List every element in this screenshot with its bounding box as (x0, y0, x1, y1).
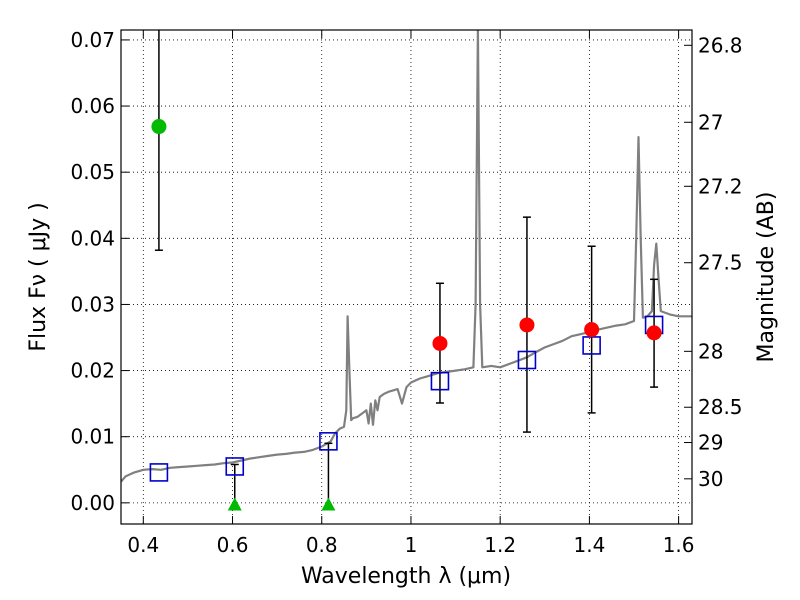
model-point (319, 432, 338, 451)
y-tick-label: 0.05 (70, 160, 115, 184)
y2-tick-label: 29 (698, 431, 723, 455)
detection-point (519, 317, 535, 333)
x-tick-labels: 0.4 0.6 0.8 1 1.2 1.4 1.6 (127, 533, 694, 557)
plot-frame (120, 29, 693, 525)
spectrum-layer (121, 30, 692, 483)
y2-tick-label: 27.5 (698, 251, 743, 275)
y2-tick-label: 28.5 (698, 395, 743, 419)
y-tick-label: 0.00 (70, 491, 115, 515)
y2-tick-labels: 26.8 27 27.2 27.5 28 28.5 29 30 (698, 33, 743, 491)
x-tick-label: 0.8 (306, 533, 338, 557)
x-tick-label: 1.6 (663, 533, 695, 557)
y-tick-label: 0.04 (70, 226, 115, 250)
y2-tick-label: 27.2 (698, 174, 743, 198)
x-tick-label: 1 (405, 533, 418, 557)
y-tick-label: 0.07 (70, 28, 115, 52)
y-tick-label: 0.03 (70, 292, 115, 316)
x-axis-label: Wavelength λ (μm) (301, 564, 511, 589)
upper-limit-point (321, 497, 336, 511)
x-tick-label: 0.4 (127, 533, 159, 557)
x-tick-label: 1.4 (573, 533, 605, 557)
y2-axis-label: Magnitude (AB) (754, 192, 779, 363)
x-tick-label: 1.2 (484, 533, 516, 557)
optical-point (151, 119, 167, 135)
detection-point (432, 335, 448, 351)
model-point (517, 350, 537, 370)
detection-point (584, 322, 600, 338)
y-tick-label: 0.01 (70, 425, 115, 449)
y2-tick-label: 30 (698, 467, 723, 491)
model-point (149, 463, 169, 482)
y-tick-label: 0.02 (70, 359, 115, 383)
y-tick-label: 0.06 (70, 94, 115, 118)
upper-limit-point (227, 497, 242, 511)
model-point (430, 371, 450, 391)
y2-tick-label: 28 (698, 339, 723, 363)
y-axis-label: Flux Fν ( μJy ) (26, 202, 51, 351)
detection-point (646, 325, 662, 341)
axis-ticks (121, 30, 692, 524)
spectrum-line (121, 30, 692, 483)
measured-points-layer (151, 119, 662, 511)
x-tick-label: 0.6 (217, 533, 249, 557)
y-tick-labels: 0.00 0.01 0.02 0.03 0.04 0.05 0.06 0.07 (70, 28, 115, 515)
y2-tick-label: 27 (698, 110, 723, 134)
model-point (225, 457, 245, 476)
y2-tick-label: 26.8 (698, 33, 743, 57)
